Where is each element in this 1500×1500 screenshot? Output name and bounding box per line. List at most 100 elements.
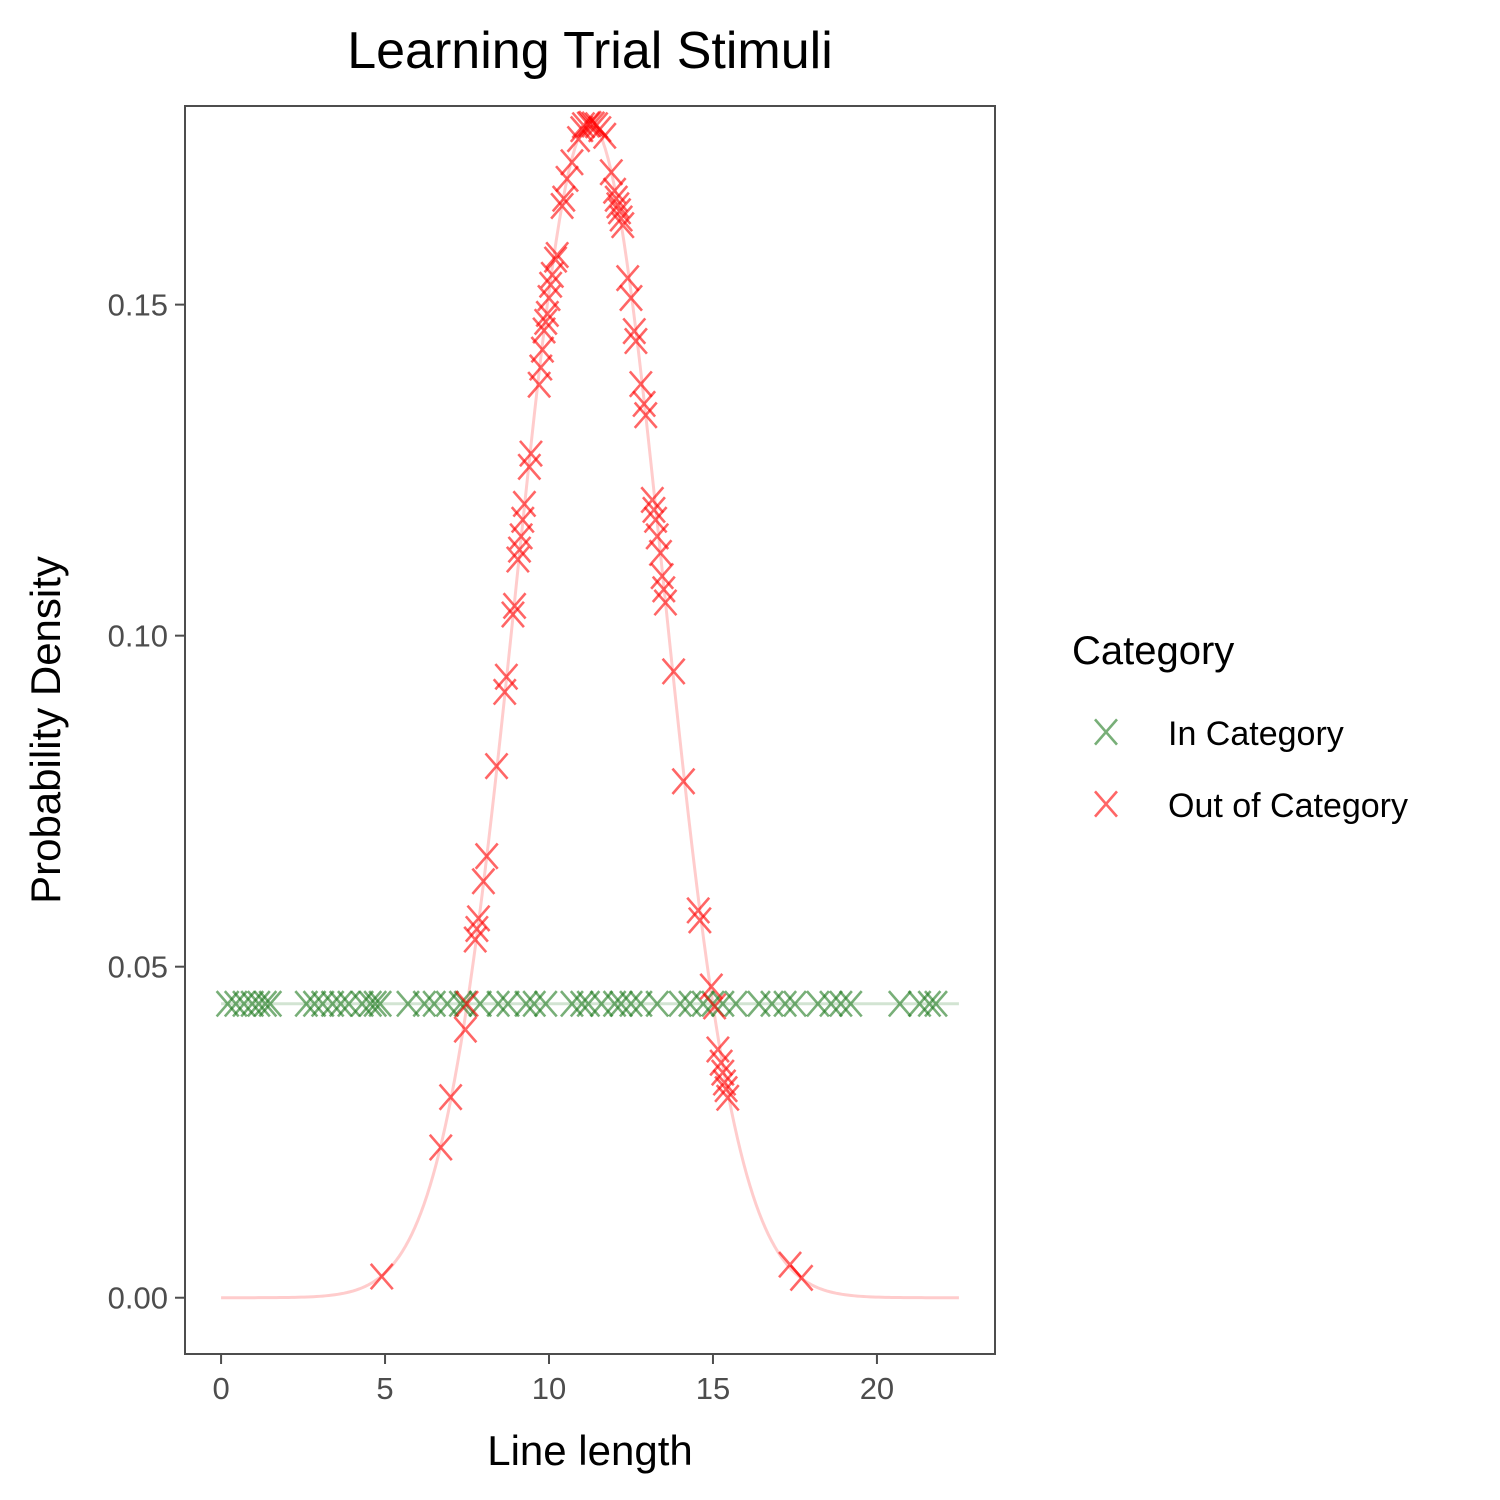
data-point-out-of-category: [623, 327, 648, 355]
data-point-out-of-category: [559, 148, 584, 176]
axes: 0 5 10 15 20 0.00 0.05 0.10 0.15: [108, 288, 895, 1406]
data-point-out-of-category: [502, 592, 527, 620]
data-point-out-of-category: [494, 663, 519, 691]
data-point-out-of-category: [369, 1263, 394, 1291]
legend: Category In Category Out of Category: [1072, 629, 1408, 825]
legend-key-out-of-category: [1094, 790, 1118, 818]
legend-title: Category: [1072, 629, 1234, 673]
data-point-out-of-category: [555, 165, 580, 193]
data-point-out-of-category: [550, 192, 575, 220]
data-point-out-of-category: [500, 600, 525, 628]
data-point-out-of-category: [653, 589, 678, 617]
data-point-out-of-category: [648, 539, 673, 567]
data-point-out-of-category: [702, 992, 727, 1020]
data-point-out-of-category: [687, 906, 712, 934]
data-point-out-of-category: [632, 390, 657, 418]
data-point-in-category: [310, 990, 335, 1018]
data-point-out-of-category: [712, 1069, 737, 1097]
data-point-out-of-category: [512, 490, 537, 518]
data-point-out-of-category: [464, 915, 489, 943]
data-point-out-of-category: [641, 496, 666, 524]
series-out-of-category: [369, 110, 814, 1292]
data-point-out-of-category: [645, 522, 670, 550]
data-point-in-category: [253, 990, 278, 1018]
y-tick-label: 0.10: [108, 619, 168, 654]
data-point-in-category: [358, 990, 383, 1018]
data-point-in-category: [887, 990, 912, 1018]
data-point-out-of-category: [505, 546, 530, 574]
data-point-in-category: [302, 990, 327, 1018]
data-point-in-category: [907, 990, 932, 1018]
x-tick-label: 0: [212, 1371, 229, 1406]
legend-keys: [1094, 718, 1118, 818]
data-point-out-of-category: [714, 1075, 739, 1103]
data-point-in-category: [923, 990, 948, 1018]
data-point-out-of-category: [428, 1133, 453, 1161]
data-point-in-category: [412, 990, 437, 1018]
data-point-in-category: [609, 990, 634, 1018]
data-point-in-category: [246, 990, 271, 1018]
data-point-out-of-category: [543, 246, 568, 274]
y-tick-label: 0.05: [108, 950, 168, 985]
series-in-category: [215, 990, 948, 1018]
data-point-out-of-category: [599, 158, 624, 186]
data-point-out-of-category: [533, 308, 558, 336]
data-point-out-of-category: [540, 261, 565, 289]
data-point-out-of-category: [566, 125, 591, 153]
data-point-in-category: [363, 990, 388, 1018]
data-point-in-category: [215, 990, 240, 1018]
data-point-in-category: [258, 990, 283, 1018]
data-point-in-category: [496, 990, 520, 1018]
data-point-out-of-category: [715, 1084, 740, 1112]
data-point-out-of-category: [466, 904, 491, 932]
data-point-in-category: [773, 990, 798, 1018]
data-point-in-category: [569, 990, 594, 1018]
data-point-in-category: [328, 990, 353, 1018]
data-point-out-of-category: [609, 205, 634, 233]
legend-key-in-category: [1094, 718, 1118, 746]
data-point-out-of-category: [484, 752, 509, 780]
data-point-in-category: [522, 990, 547, 1018]
data-point-out-of-category: [789, 1264, 814, 1292]
data-point-in-category: [396, 990, 420, 1018]
data-point-out-of-category: [455, 990, 480, 1018]
data-point-in-category: [645, 990, 670, 1018]
data-point-out-of-category: [610, 211, 635, 239]
legend-label-in-category: In Category: [1168, 715, 1344, 753]
data-point-out-of-category: [438, 1083, 463, 1111]
data-point-in-category: [838, 990, 863, 1018]
data-point-out-of-category: [592, 122, 617, 150]
data-point-out-of-category: [671, 767, 696, 795]
data-point-out-of-category: [538, 271, 563, 299]
data-point-in-category: [320, 990, 345, 1018]
y-tick-label: 0.00: [108, 1281, 168, 1316]
data-point-out-of-category: [474, 842, 499, 870]
data-point-in-category: [368, 990, 393, 1018]
y-axis-title: Probability Density: [22, 556, 69, 904]
data-point-in-category: [486, 990, 511, 1018]
x-tick-label: 20: [860, 1371, 894, 1406]
data-point-in-category: [819, 990, 844, 1018]
data-point-out-of-category: [545, 241, 570, 269]
data-point-out-of-category: [471, 867, 496, 895]
data-point-out-of-category: [622, 317, 647, 345]
x-tick-label: 10: [532, 1371, 566, 1406]
data-point-in-category: [294, 990, 319, 1018]
data-point-out-of-category: [686, 896, 711, 924]
data-point-in-category: [917, 990, 942, 1018]
data-point-in-category: [782, 990, 807, 1018]
data-point-out-of-category: [518, 440, 543, 468]
legend-label-out-of-category: Out of Category: [1168, 787, 1408, 825]
data-point-in-category: [628, 990, 653, 1018]
data-points: [215, 110, 948, 1292]
y-tick-label: 0.15: [108, 288, 168, 323]
data-point-in-category: [514, 990, 539, 1018]
x-tick-label: 15: [696, 1371, 730, 1406]
x-tick-label: 5: [376, 1371, 393, 1406]
data-point-in-category: [223, 990, 248, 1018]
data-point-in-category: [668, 990, 693, 1018]
plot-panel: [184, 105, 996, 1355]
data-point-out-of-category: [633, 401, 658, 429]
data-point-in-category: [448, 990, 473, 1018]
data-point-out-of-category: [661, 657, 686, 685]
